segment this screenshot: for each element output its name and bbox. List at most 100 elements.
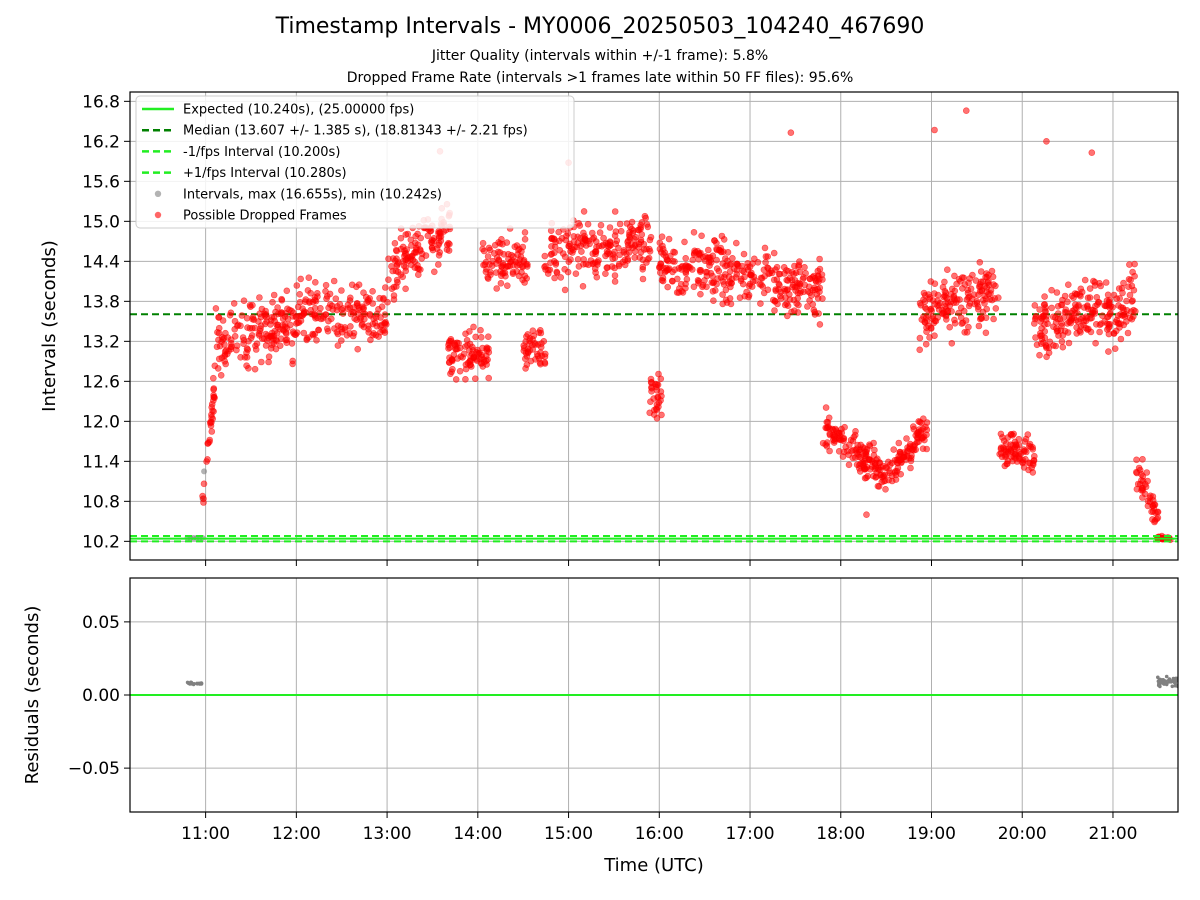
dropped-frame-point xyxy=(1154,508,1161,516)
x-tick-label: 12:00 xyxy=(272,824,321,844)
dropped-frame-point xyxy=(657,375,665,383)
dropped-frame-point xyxy=(584,220,592,228)
dropped-frame-point xyxy=(1086,285,1094,292)
dropped-frame-point xyxy=(695,279,702,287)
dropped-frame-point xyxy=(1091,310,1099,317)
dropped-frame-point xyxy=(484,253,492,260)
top-y-tick-label: 16.2 xyxy=(82,132,120,152)
dropped-frame-point xyxy=(222,360,229,368)
dropped-frame-point xyxy=(200,495,207,503)
dropped-frame-point xyxy=(976,258,984,266)
dropped-frame-point xyxy=(407,253,414,261)
dropped-frame-point xyxy=(462,365,470,373)
dropped-frame-point xyxy=(283,336,291,344)
dropped-frame-point xyxy=(657,388,665,395)
dropped-frame-point xyxy=(590,260,597,267)
dropped-frame-point xyxy=(720,236,728,243)
dropped-frame-point xyxy=(921,319,929,326)
dropped-frame-point xyxy=(972,277,980,284)
residual-point xyxy=(1160,681,1165,685)
dropped-frame-point xyxy=(589,235,596,243)
dropped-frame-point xyxy=(203,458,210,465)
dropped-frame-point xyxy=(208,428,216,435)
dropped-frame-point xyxy=(871,462,879,470)
dropped-frame-point xyxy=(1036,351,1043,359)
dropped-frame-point xyxy=(646,236,654,244)
dropped-frame-point xyxy=(609,255,617,262)
residual-point xyxy=(185,680,190,685)
dropped-frame-point xyxy=(682,280,689,288)
dropped-frame-point xyxy=(946,323,954,331)
dropped-frame-point xyxy=(897,470,905,478)
dropped-frame-point xyxy=(876,459,884,466)
dropped-frame-point xyxy=(294,303,302,311)
dropped-frame-point xyxy=(637,238,645,246)
chart-title: Timestamp Intervals - MY0006_20250503_10… xyxy=(275,14,925,39)
dropped-frame-point xyxy=(1088,314,1095,322)
dropped-frame-point xyxy=(861,452,869,460)
dropped-frame-point xyxy=(360,289,367,297)
dropped-frame-point xyxy=(365,328,373,336)
dropped-frame-point xyxy=(243,362,250,370)
x-axis-label: Time (UTC) xyxy=(603,855,704,876)
top-y-tick-label: 16.8 xyxy=(82,92,120,112)
dropped-frame-point xyxy=(663,264,670,272)
dropped-frame-point xyxy=(1019,456,1027,464)
dropped-frame-point xyxy=(373,310,381,318)
dropped-frame-point xyxy=(1107,303,1114,310)
dropped-frame-point xyxy=(1133,456,1140,464)
dropped-frame-point xyxy=(638,231,646,238)
dropped-frame-point xyxy=(1074,309,1081,317)
dropped-frame-point xyxy=(215,313,222,321)
dropped-frame-point xyxy=(231,332,239,340)
dropped-frame-point xyxy=(710,297,717,305)
dropped-frame-point xyxy=(257,322,265,330)
dropped-frame-point xyxy=(494,248,502,256)
dropped-frame-point xyxy=(965,279,972,287)
dropped-frame-point xyxy=(522,260,530,268)
dropped-frame-point xyxy=(756,280,764,288)
dropped-frame-point xyxy=(709,272,716,280)
residual-point xyxy=(1164,674,1169,679)
dropped-frame-point xyxy=(915,418,923,425)
dropped-frame-point xyxy=(369,300,377,307)
dropped-frame-point xyxy=(1064,329,1072,336)
dropped-frame-point xyxy=(302,296,310,303)
dropped-frame-point xyxy=(246,324,254,332)
dropped-frame-point xyxy=(1133,469,1141,477)
dropped-frame-point xyxy=(215,329,223,337)
dropped-frame-point xyxy=(204,439,212,447)
dropped-frame-point xyxy=(412,249,420,256)
dropped-frame-point xyxy=(1126,261,1133,268)
dropped-frame-point xyxy=(653,381,661,388)
dropped-frame-point xyxy=(974,303,982,311)
dropped-frame-point xyxy=(800,274,807,281)
legend-label: -1/fps Interval (10.200s) xyxy=(183,145,340,160)
dropped-frame-point xyxy=(611,272,619,279)
dropped-frame-point xyxy=(371,319,379,327)
dropped-frame-point xyxy=(658,233,666,240)
dropped-frame-point xyxy=(516,261,524,269)
dropped-frame-point xyxy=(272,308,279,316)
dropped-frame-point xyxy=(311,311,319,318)
dropped-frame-point xyxy=(928,307,936,315)
dropped-frame-point xyxy=(771,298,779,305)
dropped-frame-point xyxy=(922,423,929,431)
dropped-frame-point xyxy=(689,256,697,264)
dropped-frame-point xyxy=(816,321,824,328)
dropped-frame-point xyxy=(414,265,422,272)
dropped-frame-point xyxy=(783,267,790,274)
dropped-frame-point xyxy=(941,278,948,286)
dropped-frame-point xyxy=(1125,283,1132,291)
dropped-frame-point xyxy=(334,342,342,349)
dropped-frame-point xyxy=(1139,455,1146,463)
top-y-tick-label: 13.8 xyxy=(82,292,120,312)
dropped-frame-point xyxy=(853,461,861,469)
dropped-frame-point xyxy=(611,278,619,285)
dropped-frame-point xyxy=(256,294,263,301)
dropped-frame-point xyxy=(447,370,454,378)
dropped-frame-point xyxy=(1114,319,1122,327)
dropped-frame-point xyxy=(775,270,783,278)
dropped-frame-point xyxy=(486,246,494,254)
dropped-frame-point xyxy=(981,299,988,307)
